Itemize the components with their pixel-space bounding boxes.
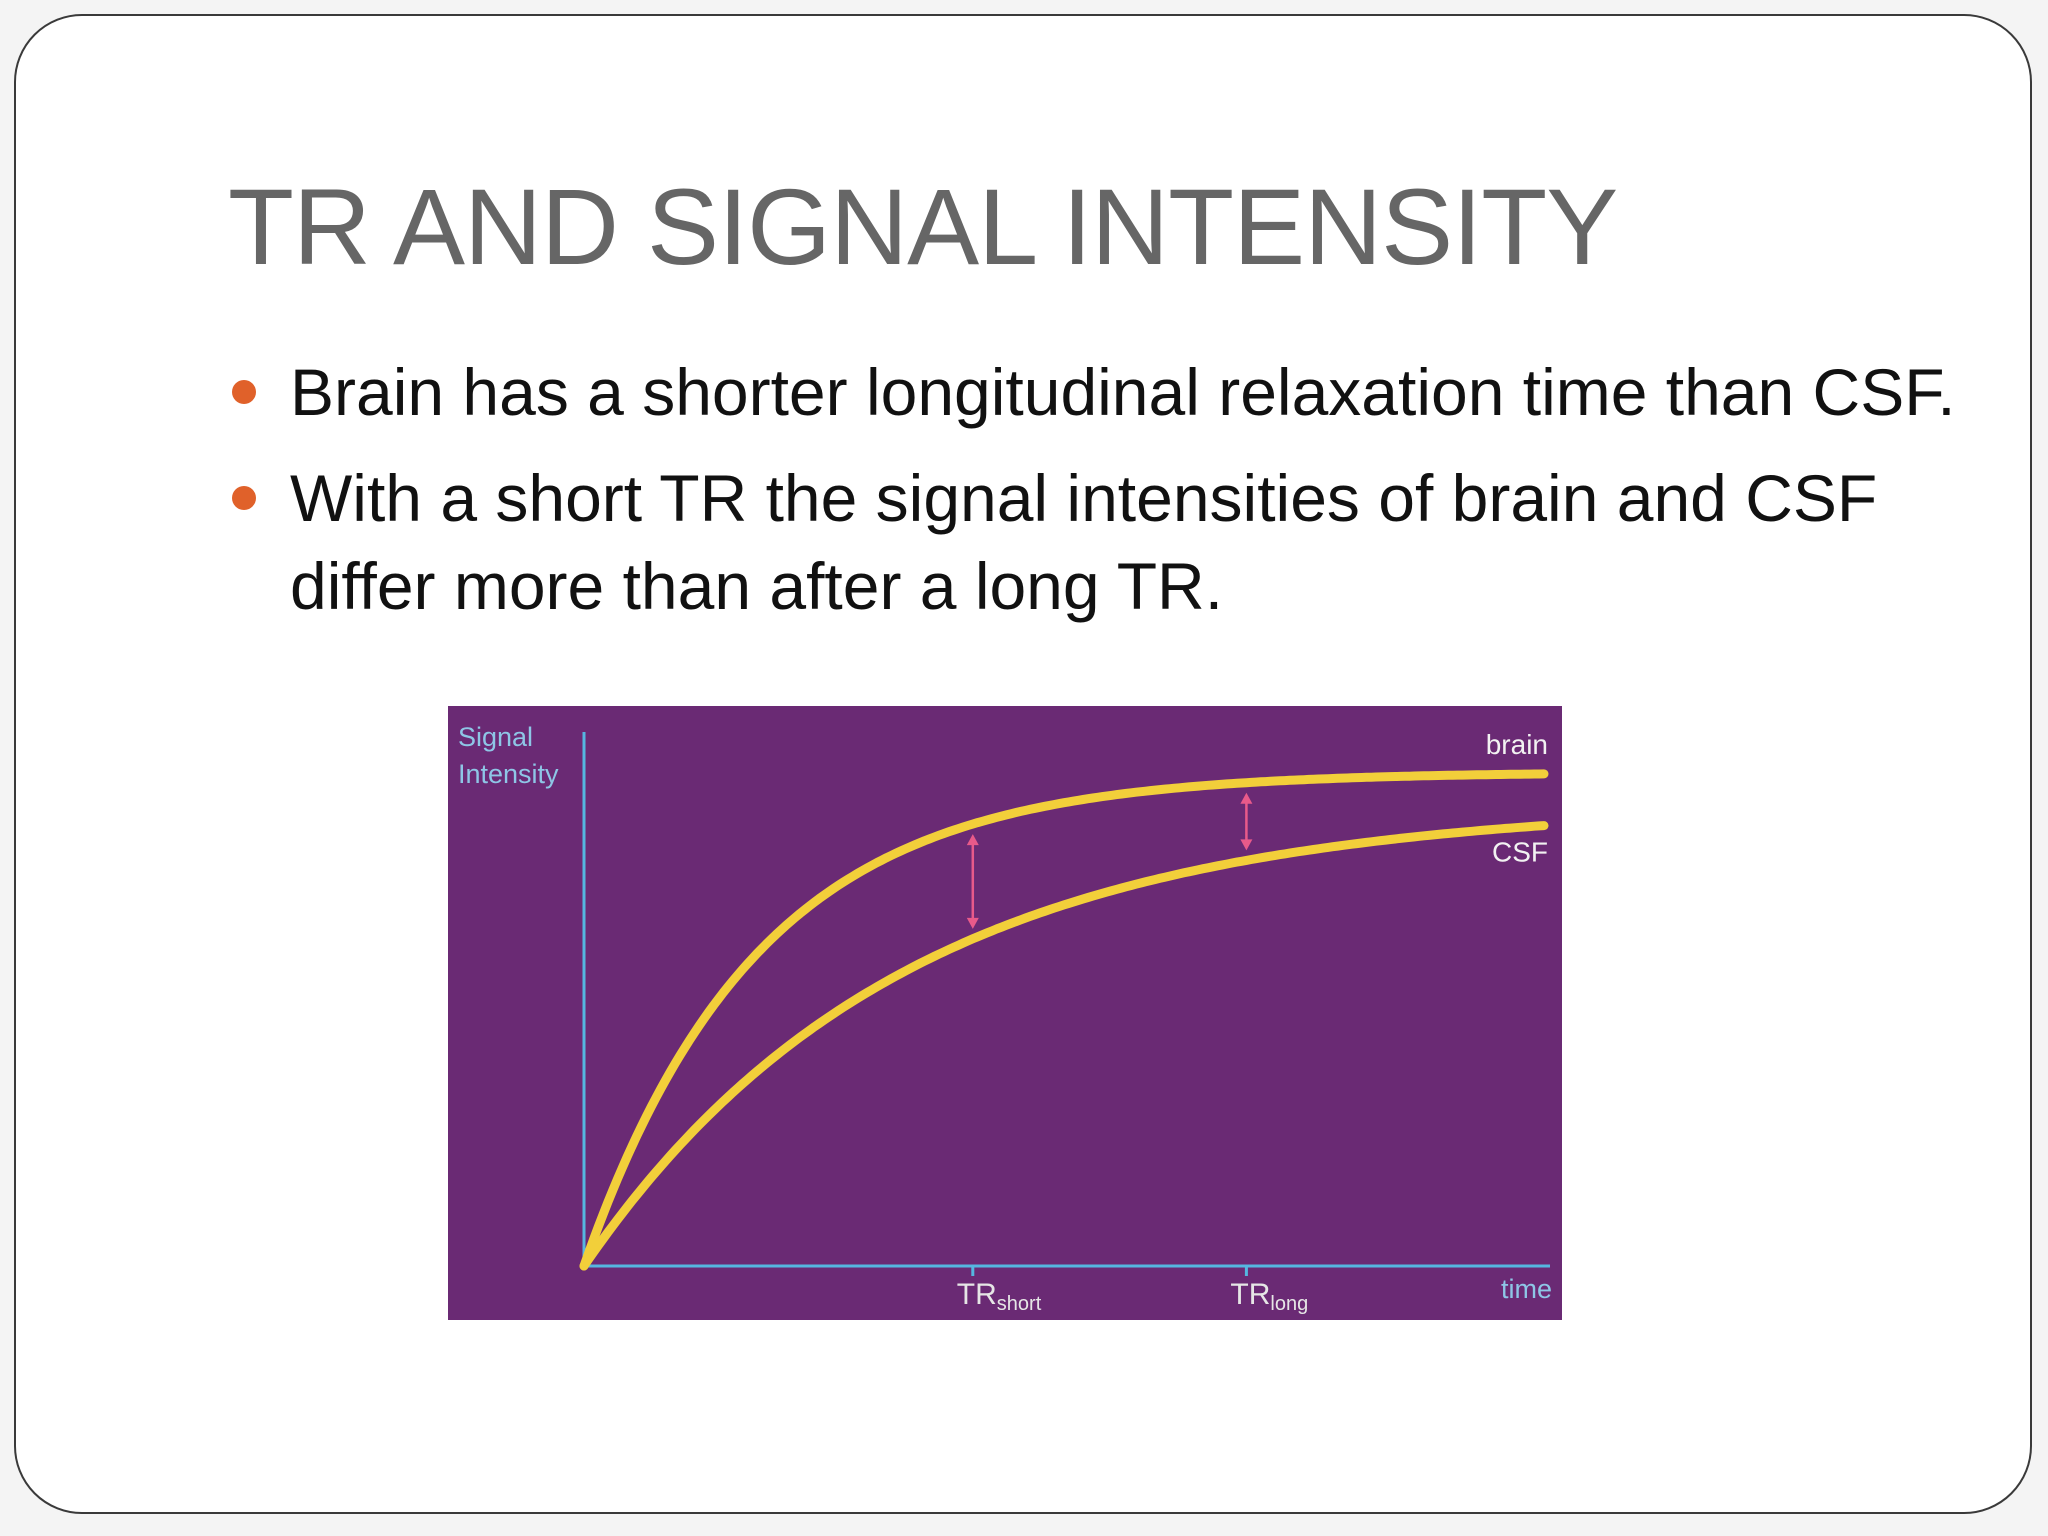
bullet-list: Brain has a shorter longitudinal relaxat… — [228, 348, 1968, 648]
bullet-item: With a short TR the signal intensities o… — [228, 454, 1968, 630]
arrow-head-up — [1240, 792, 1253, 804]
series-label-brain: brain — [1486, 729, 1548, 760]
x-axis-label: time — [1501, 1274, 1552, 1304]
signal-intensity-chart: Signal Intensity time brain CSF TRshort TRl… — [448, 706, 1562, 1320]
bullet-dot-icon — [232, 486, 256, 510]
y-axis-label-line1: Signal — [458, 722, 533, 752]
difference-arrows — [966, 792, 1253, 929]
y-axis-label-line2: Intensity — [458, 759, 559, 789]
bullet-text: Brain has a shorter longitudinal relaxat… — [290, 355, 1956, 429]
difference-arrow-long — [1240, 792, 1253, 851]
bullet-dot-icon — [232, 380, 256, 404]
slide: TR AND SIGNAL INTENSITY Brain has a shor… — [14, 14, 2032, 1514]
curves — [579, 769, 1549, 1271]
bullet-item: Brain has a shorter longitudinal relaxat… — [228, 348, 1968, 436]
curve-brain — [579, 769, 1549, 1271]
axes — [582, 732, 1550, 1276]
series-label-csf: CSF — [1492, 837, 1548, 868]
chart-svg: Signal Intensity time brain CSF TRshort TRl… — [458, 722, 1552, 1315]
slide-title: TR AND SIGNAL INTENSITY — [228, 166, 1618, 287]
difference-arrow-short — [966, 834, 979, 929]
arrow-head-up — [966, 834, 979, 846]
tick-label-tr-short: TRshort — [957, 1278, 1042, 1315]
curve-csf — [579, 821, 1549, 1271]
bullet-text: With a short TR the signal intensities o… — [290, 461, 1878, 623]
arrow-head-down — [966, 917, 979, 929]
tick-label-tr-long: TRlong — [1230, 1278, 1308, 1315]
chart-labels: brain CSF TRshort TRlong — [957, 729, 1548, 1315]
arrow-head-down — [1240, 839, 1253, 851]
